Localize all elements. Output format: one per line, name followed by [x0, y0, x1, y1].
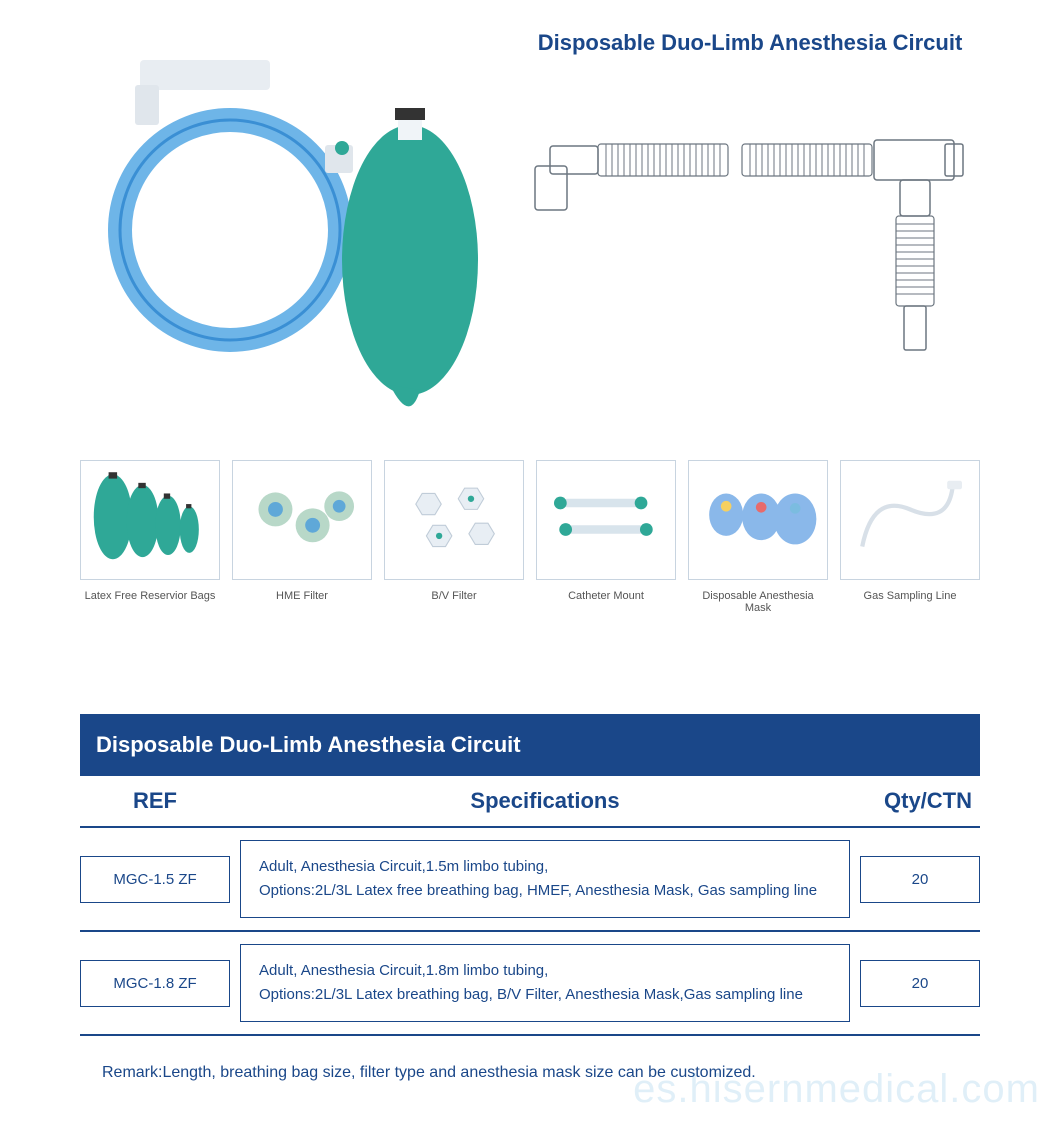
ref-cell: MGC-1.5 ZF — [80, 856, 230, 903]
accessory-item: HME Filter — [232, 460, 372, 614]
bv-filter-icon — [385, 461, 523, 579]
accessory-label: Catheter Mount — [536, 590, 676, 602]
anesthesia-mask-icon — [689, 461, 827, 579]
accessory-image — [840, 460, 980, 580]
accessory-label: Disposable Anesthesia Mask — [688, 590, 828, 614]
accessory-item: B/V Filter — [384, 460, 524, 614]
table-header-row: REF Specifications Qty/CTN — [80, 776, 980, 827]
accessory-label: HME Filter — [232, 590, 372, 602]
accessory-label: Gas Sampling Line — [840, 590, 980, 602]
hero-right: Disposable Duo-Limb Anesthesia Circuit — [520, 30, 980, 410]
product-photo-illustration — [80, 30, 490, 410]
gas-sampling-line-icon — [841, 461, 979, 579]
accessory-image — [688, 460, 828, 580]
hero-section: Disposable Duo-Limb Anesthesia Circuit — [80, 30, 980, 410]
qty-cell: 20 — [860, 960, 980, 1007]
accessory-item: Catheter Mount — [536, 460, 676, 614]
spec-line: Adult, Anesthesia Circuit,1.8m limbo tub… — [259, 959, 831, 983]
accessory-item: Gas Sampling Line — [840, 460, 980, 614]
col-header-spec: Specifications — [230, 776, 860, 827]
accessory-item: Latex Free Reservior Bags — [80, 460, 220, 614]
accessory-image — [80, 460, 220, 580]
catheter-mount-icon — [537, 461, 675, 579]
accessory-image — [232, 460, 372, 580]
spec-cell: Adult, Anesthesia Circuit,1.5m limbo tub… — [240, 840, 850, 918]
hme-filter-icon — [233, 461, 371, 579]
table-row: MGC-1.5 ZF Adult, Anesthesia Circuit,1.5… — [80, 827, 980, 931]
col-header-ref: REF — [80, 776, 230, 827]
remark-text: Remark:Length, breathing bag size, filte… — [102, 1064, 980, 1082]
spec-line: Options:2L/3L Latex free breathing bag, … — [259, 879, 831, 903]
accessory-item: Disposable Anesthesia Mask — [688, 460, 828, 614]
spec-line: Options:2L/3L Latex breathing bag, B/V F… — [259, 983, 831, 1007]
accessory-image — [384, 460, 524, 580]
section-title: Disposable Duo-Limb Anesthesia Circuit — [80, 714, 980, 776]
table-row: MGC-1.8 ZF Adult, Anesthesia Circuit,1.8… — [80, 931, 980, 1035]
page-container: Disposable Duo-Limb Anesthesia Circuit — [0, 0, 1060, 1122]
spec-table: REF Specifications Qty/CTN MGC-1.5 ZF Ad… — [80, 776, 980, 1036]
hero-product-image — [80, 30, 490, 410]
accessory-label: Latex Free Reservior Bags — [80, 590, 220, 602]
accessories-row: Latex Free Reservior Bags HME Filter — [80, 460, 980, 614]
circuit-diagram — [520, 96, 980, 356]
reservoir-bags-icon — [81, 461, 219, 579]
qty-cell: 20 — [860, 856, 980, 903]
diagram-illustration — [530, 96, 970, 356]
hero-title: Disposable Duo-Limb Anesthesia Circuit — [520, 30, 980, 56]
accessory-label: B/V Filter — [384, 590, 524, 602]
spec-cell: Adult, Anesthesia Circuit,1.8m limbo tub… — [240, 944, 850, 1022]
ref-cell: MGC-1.8 ZF — [80, 960, 230, 1007]
col-header-qty: Qty/CTN — [860, 776, 980, 827]
accessory-image — [536, 460, 676, 580]
spec-line: Adult, Anesthesia Circuit,1.5m limbo tub… — [259, 855, 831, 879]
